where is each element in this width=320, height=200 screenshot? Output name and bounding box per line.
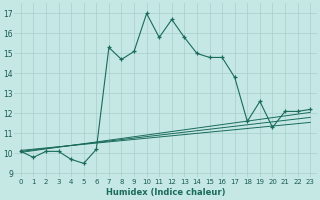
X-axis label: Humidex (Indice chaleur): Humidex (Indice chaleur): [106, 188, 225, 197]
